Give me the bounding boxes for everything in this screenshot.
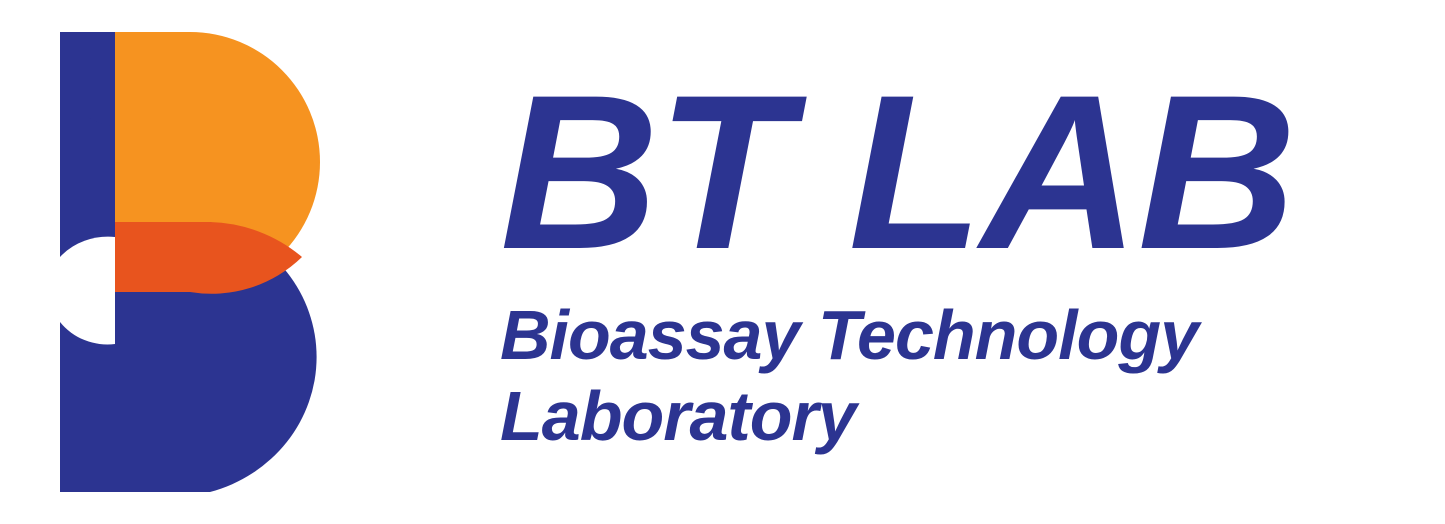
logo-title: BT LAB: [500, 68, 1295, 277]
logo-subtitle-line-1: Bioassay Technology: [500, 295, 1295, 376]
logo-mark-svg: [30, 22, 410, 502]
logo-container: BT LAB Bioassay Technology Laboratory: [0, 0, 1445, 524]
logo-subtitle-line-2: Laboratory: [500, 376, 1295, 457]
logo-mark: [30, 22, 410, 502]
logo-text-block: BT LAB Bioassay Technology Laboratory: [500, 68, 1295, 456]
